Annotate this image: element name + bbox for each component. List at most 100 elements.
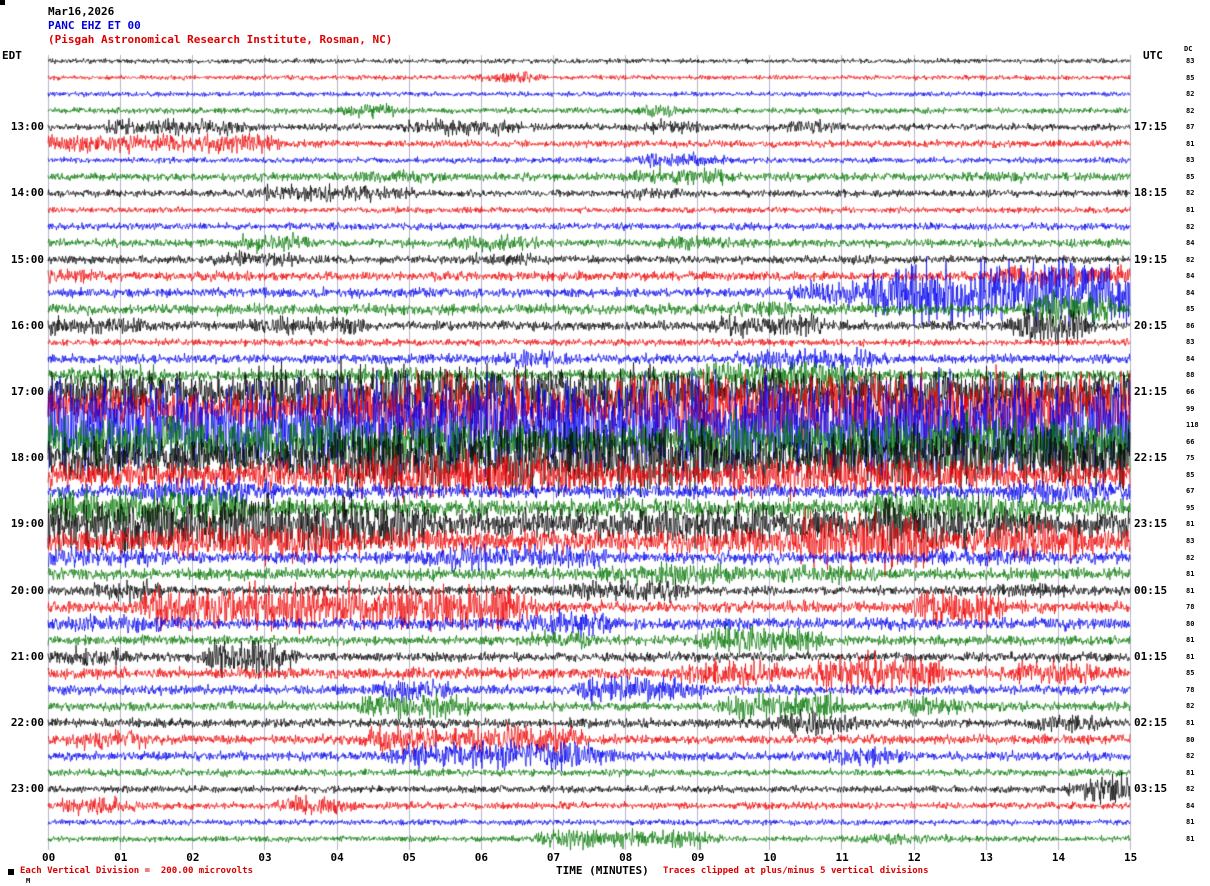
date-label: Mar16,2026 — [48, 5, 115, 18]
edt-hour-label: 21:00 — [10, 649, 44, 663]
corner-square — [0, 0, 5, 5]
utc-hour-label: 02:15 — [1134, 716, 1168, 729]
dc-value: 81 — [1186, 768, 1195, 777]
dc-value: 81 — [1186, 520, 1195, 529]
dc-value: 87 — [1186, 123, 1195, 132]
dc-value: 85 — [1186, 305, 1195, 314]
dc-value: 83 — [1186, 156, 1195, 165]
institute-label: (Pisgah Astronomical Research Institute,… — [48, 33, 393, 46]
dc-value: 81 — [1186, 834, 1195, 843]
dc-value: 78 — [1186, 603, 1195, 612]
corner-mark: M — [26, 877, 31, 885]
dc-value: 78 — [1186, 685, 1195, 694]
dc-value: 82 — [1186, 106, 1195, 115]
dc-value: 84 — [1186, 801, 1195, 810]
dc-column-label: DC — [1184, 45, 1193, 53]
edt-hour-label: 14:00 — [10, 186, 44, 200]
clip-note: Traces clipped at plus/minus 5 vertical … — [663, 866, 929, 876]
dc-value: 86 — [1186, 321, 1195, 330]
dc-value: 81 — [1186, 818, 1195, 827]
dc-value: 82 — [1186, 189, 1195, 198]
edt-hour-label: 16:00 — [10, 318, 44, 332]
dc-value: 95 — [1186, 503, 1195, 512]
edt-hour-label: 23:00 — [10, 782, 44, 796]
edt-hour-label: 18:00 — [10, 451, 44, 465]
edt-hour-label: 15:00 — [10, 252, 44, 266]
edt-hour-label: 17:00 — [10, 385, 44, 398]
dc-value: 81 — [1186, 570, 1195, 579]
dc-value: 85 — [1186, 73, 1195, 82]
x-tick-label: 01 — [114, 851, 128, 864]
dc-value: 67 — [1186, 487, 1195, 496]
dc-value: 88 — [1186, 371, 1195, 380]
dc-value: 81 — [1186, 719, 1195, 727]
dc-value: 75 — [1186, 454, 1195, 463]
dc-value: 82 — [1186, 752, 1195, 761]
dc-value: 81 — [1186, 636, 1195, 645]
x-axis-title: TIME (MINUTES) — [556, 864, 649, 877]
edt-hour-label: 20:00 — [10, 583, 44, 597]
edt-hour-label: 19:00 — [10, 517, 44, 531]
utc-hour-label: 19:15 — [1134, 252, 1168, 266]
utc-hour-label: 22:15 — [1134, 451, 1168, 465]
x-tick-label: 12 — [907, 851, 921, 864]
utc-hour-label: 18:15 — [1134, 186, 1168, 200]
dc-value: 81 — [1186, 205, 1195, 214]
footer-square — [8, 869, 14, 875]
dc-value: 82 — [1186, 255, 1195, 264]
dc-value: 84 — [1186, 354, 1195, 363]
x-tick-label: 14 — [1051, 851, 1066, 864]
utc-hour-label: 21:15 — [1134, 385, 1168, 398]
utc-hour-label: 01:15 — [1134, 649, 1168, 663]
x-tick-label: 08 — [619, 851, 633, 864]
x-tick-label: 03 — [258, 851, 272, 864]
division-note: Each Vertical Division = 200.00 microvol… — [20, 866, 253, 876]
station-label: PANC EHZ ET 00 — [48, 19, 141, 32]
dc-value: 85 — [1186, 669, 1195, 678]
dc-value: 83 — [1186, 536, 1195, 545]
dc-value: 84 — [1186, 288, 1195, 297]
dc-value: 82 — [1186, 90, 1195, 99]
dc-value: 84 — [1186, 272, 1195, 281]
dc-value: 80 — [1186, 735, 1195, 744]
x-tick-label: 13 — [979, 851, 993, 864]
right-timezone-label: UTC — [1143, 49, 1163, 62]
x-tick-label: 06 — [474, 851, 489, 864]
dc-value: 85 — [1186, 470, 1195, 479]
dc-value: 99 — [1186, 404, 1195, 413]
x-tick-label: 07 — [546, 851, 561, 864]
dc-value: 82 — [1186, 702, 1195, 711]
dc-value: 82 — [1186, 785, 1195, 794]
dc-value: 82 — [1186, 222, 1195, 231]
utc-hour-label: 00:15 — [1134, 583, 1168, 597]
x-tick-label: 05 — [402, 851, 416, 864]
dc-value: 80 — [1186, 619, 1195, 628]
dc-value: 81 — [1186, 652, 1195, 661]
x-tick-label: 15 — [1124, 851, 1138, 864]
x-tick-label: 09 — [691, 851, 705, 864]
dc-value: 118 — [1186, 421, 1199, 430]
x-tick-label: 04 — [330, 851, 344, 864]
edt-hour-label: 13:00 — [10, 120, 44, 134]
dc-value: 66 — [1186, 388, 1195, 396]
dc-value: 85 — [1186, 172, 1195, 181]
dc-value: 83 — [1186, 57, 1195, 65]
utc-hour-label: 03:15 — [1134, 782, 1168, 796]
dc-value: 81 — [1186, 586, 1195, 595]
x-tick-label: 11 — [835, 851, 849, 864]
dc-value: 82 — [1186, 553, 1195, 562]
edt-hour-label: 22:00 — [10, 716, 44, 729]
dc-value: 81 — [1186, 139, 1195, 148]
dc-value: 83 — [1186, 338, 1195, 347]
x-tick-label: 10 — [763, 851, 777, 864]
x-tick-label: 02 — [186, 851, 200, 864]
dc-value: 84 — [1186, 239, 1195, 248]
utc-hour-label: 23:15 — [1134, 517, 1168, 531]
dc-value: 66 — [1186, 437, 1195, 446]
left-timezone-label: EDT — [2, 49, 22, 62]
utc-hour-label: 20:15 — [1134, 318, 1168, 332]
x-tick-label: 00 — [42, 851, 56, 864]
utc-hour-label: 17:15 — [1134, 120, 1168, 134]
